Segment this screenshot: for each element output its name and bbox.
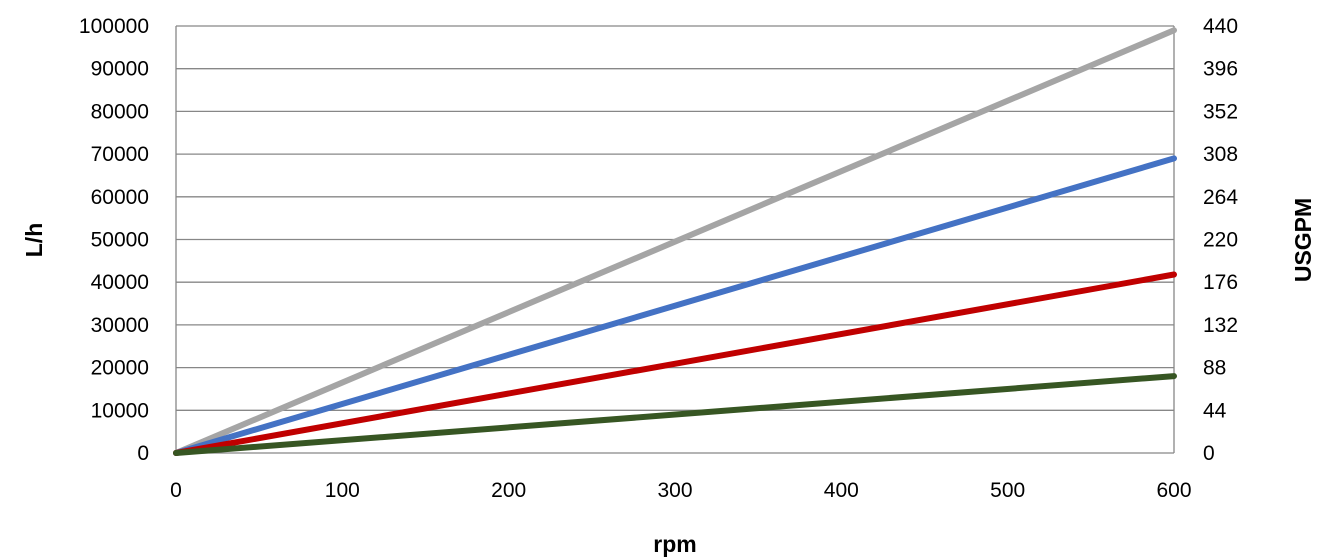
series-line-0: [173, 27, 1177, 456]
series-line-2: [173, 271, 1177, 456]
y2-tick-label-0: 0: [1203, 442, 1215, 465]
y2-tick-label-10: 440: [1203, 15, 1238, 38]
y-tick-label-4: 40000: [91, 271, 149, 294]
y-tick-label-7: 70000: [91, 143, 149, 166]
series-lines: [173, 27, 1177, 456]
y2-tick-label-7: 308: [1203, 143, 1238, 166]
x-tick-label-2: 200: [491, 479, 526, 502]
x-tick-label-3: 300: [657, 479, 692, 502]
x-tick-label-6: 600: [1156, 479, 1191, 502]
y-axis-title: L/h: [21, 223, 47, 258]
left-axis-ticks: 0 10000 20000 30000 40000 50000 60000 70000 8000…: [79, 15, 149, 465]
y-tick-label-9: 90000: [91, 58, 149, 81]
y-tick-label-2: 20000: [91, 357, 149, 380]
y2-tick-label-8: 352: [1203, 100, 1238, 123]
y-tick-label-8: 80000: [91, 100, 149, 123]
x-tick-label-4: 400: [824, 479, 859, 502]
x-tick-label-1: 100: [325, 479, 360, 502]
y2-tick-label-3: 132: [1203, 314, 1238, 337]
series-line-1: [173, 155, 1177, 456]
right-axis-ticks: 0 44 88 132 176 220 264 308 352 396 440: [1203, 15, 1238, 465]
y2-tick-label-4: 176: [1203, 271, 1238, 294]
y-tick-label-6: 60000: [91, 186, 149, 209]
y-tick-label-0: 0: [137, 442, 149, 465]
y-tick-label-5: 50000: [91, 229, 149, 252]
y-tick-label-3: 30000: [91, 314, 149, 337]
x-axis-ticks: 0 100 200 300 400 500 600: [170, 479, 1191, 502]
y2-tick-label-5: 220: [1203, 229, 1238, 252]
y2-tick-label-2: 88: [1203, 357, 1226, 380]
x-axis-title: rpm: [653, 531, 696, 557]
x-tick-label-5: 500: [990, 479, 1025, 502]
x-tick-label-0: 0: [170, 479, 182, 502]
y2-tick-label-6: 264: [1203, 186, 1238, 209]
y-tick-label-1: 10000: [91, 399, 149, 422]
y-tick-label-10: 100000: [79, 15, 149, 38]
y2-axis-title: USGPM: [1290, 198, 1316, 282]
y2-tick-label-1: 44: [1203, 399, 1227, 422]
series-line-3: [173, 373, 1177, 456]
y2-tick-label-9: 396: [1203, 58, 1238, 81]
